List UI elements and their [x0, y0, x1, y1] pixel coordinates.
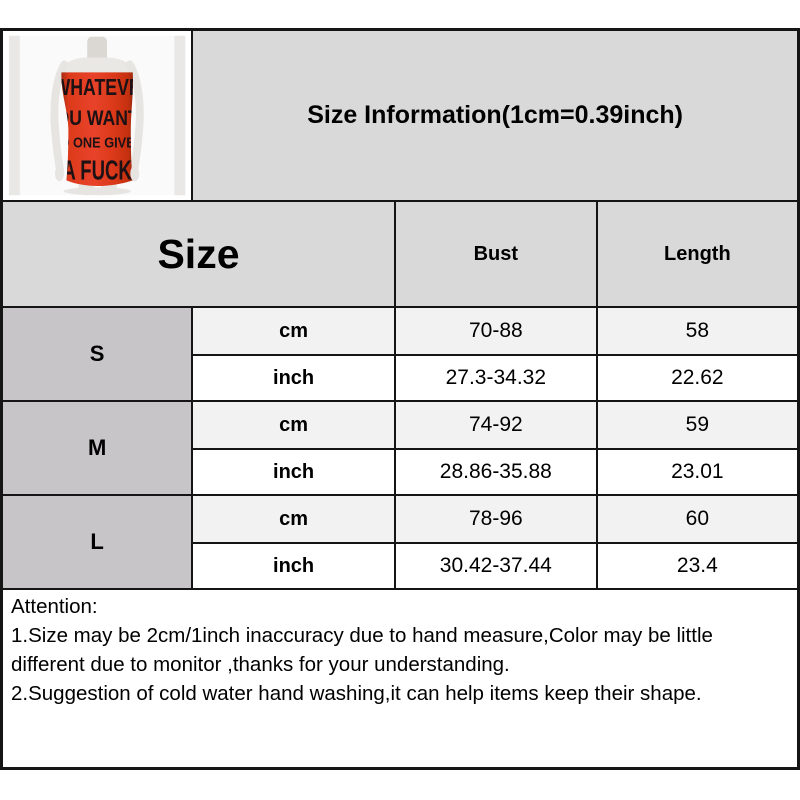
page-title: Size Information(1cm=0.39inch) — [191, 28, 800, 202]
attention-note-2: 2.Suggestion of cold water hand washing,… — [11, 682, 702, 705]
attention-notes: Attention: 1.Size may be 2cm/1inch inacc… — [0, 588, 800, 770]
table-row-s-cm: S cm 70-88 58 — [0, 306, 800, 402]
unit-label-inch: inch — [191, 354, 396, 402]
value-s-bust-inch: 27.3-34.32 — [393, 354, 598, 402]
value-l-length-cm: 60 — [595, 494, 800, 544]
dress-slogan-line-4: A FUCK — [62, 154, 131, 185]
dress-mannequin-illustration: WHATEVE OU WANT O ONE GIVE A FUCK — [8, 35, 186, 196]
attention-heading: Attention: — [11, 595, 98, 618]
dress-slogan-line-1: WHATEVE — [54, 74, 141, 100]
column-header-length: Length — [595, 200, 800, 308]
size-label-s: S — [0, 306, 194, 402]
value-s-bust-cm: 70-88 — [393, 306, 598, 356]
photo-edge-right — [174, 35, 186, 196]
table-row-s-inch: inch 27.3-34.32 22.62 — [2, 354, 800, 402]
column-header-bust: Bust — [393, 200, 598, 308]
size-chart-table: WHATEVE OU WANT O ONE GIVE A FUCK Size I… — [0, 28, 800, 770]
attention-note-1a: 1.Size may be 2cm/1inch inaccuracy due t… — [11, 624, 713, 647]
unit-label-inch: inch — [191, 448, 396, 496]
table-row-m-cm: M cm 74-92 59 — [0, 400, 800, 496]
dress-slogan-line-3: O ONE GIVE — [59, 136, 134, 152]
product-photo: WHATEVE OU WANT O ONE GIVE A FUCK — [0, 28, 194, 202]
unit-label-cm: cm — [191, 306, 396, 356]
value-l-bust-cm: 78-96 — [393, 494, 598, 544]
table-row-m-inch: inch 28.86-35.88 23.01 — [2, 448, 800, 496]
value-m-length-cm: 59 — [595, 400, 800, 450]
value-m-bust-inch: 28.86-35.88 — [393, 448, 598, 496]
photo-edge-left — [8, 35, 20, 196]
header-row: WHATEVE OU WANT O ONE GIVE A FUCK Size I… — [0, 28, 800, 202]
slogan-dress: WHATEVE OU WANT O ONE GIVE A FUCK — [54, 72, 141, 186]
value-l-length-inch: 23.4 — [595, 542, 800, 590]
attention-note-1b: different due to monitor ,thanks for you… — [11, 653, 510, 676]
column-header-size: Size — [0, 200, 396, 308]
column-header-row: Size Bust Length — [0, 200, 800, 308]
unit-label-cm: cm — [191, 494, 396, 544]
value-m-length-inch: 23.01 — [595, 448, 800, 496]
floor-shadow — [63, 187, 131, 196]
unit-label-cm: cm — [191, 400, 396, 450]
unit-label-inch: inch — [191, 542, 396, 590]
value-m-bust-cm: 74-92 — [393, 400, 598, 450]
table-row-l-cm: L cm 78-96 60 — [0, 494, 800, 590]
value-s-length-inch: 22.62 — [595, 354, 800, 402]
value-l-bust-inch: 30.42-37.44 — [393, 542, 598, 590]
size-label-l: L — [0, 494, 194, 590]
value-s-length-cm: 58 — [595, 306, 800, 356]
dress-slogan-line-2: OU WANT — [55, 107, 138, 130]
size-label-m: M — [0, 400, 194, 496]
attention-row: Attention: 1.Size may be 2cm/1inch inacc… — [0, 588, 800, 770]
table-row-l-inch: inch 30.42-37.44 23.4 — [2, 542, 800, 590]
mannequin-hands — [55, 165, 140, 182]
